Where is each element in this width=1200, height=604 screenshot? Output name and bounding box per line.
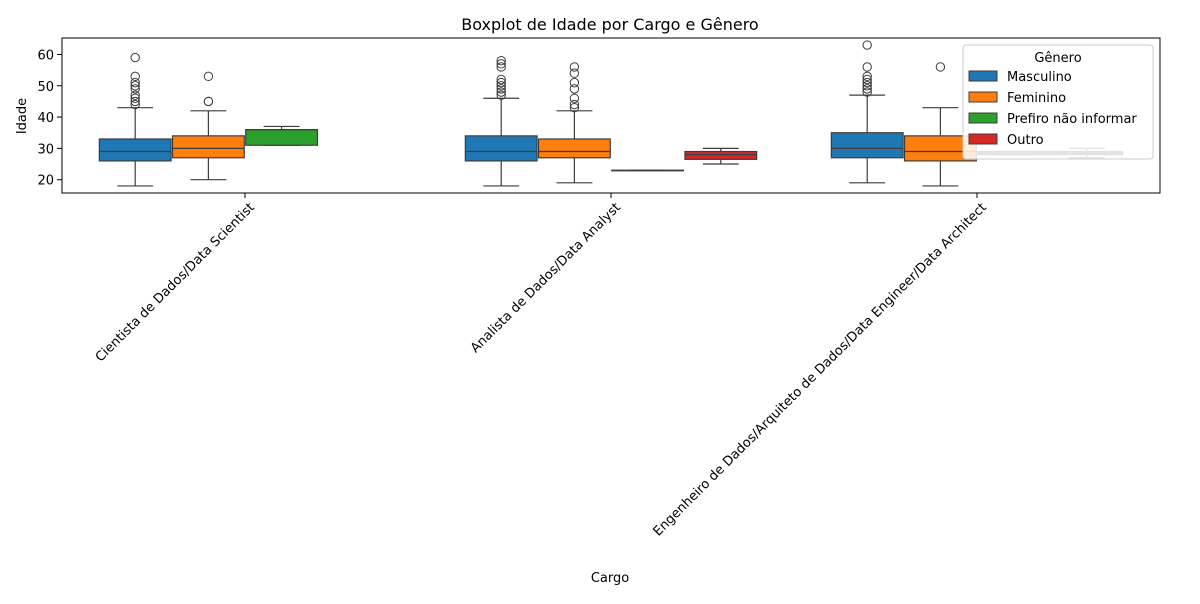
outlier-point (130, 99, 140, 110)
outlier-point (130, 81, 140, 91)
outlier-point (130, 96, 140, 107)
box-body (171, 135, 245, 159)
y-tick-label: 20 (37, 174, 54, 189)
box-0-2 (830, 40, 904, 184)
outlier-point (496, 74, 506, 85)
legend-swatch (968, 70, 998, 82)
box-body (98, 138, 172, 162)
legend-label: Outro (1007, 133, 1044, 148)
plot-area: 20 30 40 50 60 Cientista de Dados/Data Scient… (37, 37, 1161, 539)
outlier-point (496, 62, 506, 72)
outlier-point (496, 90, 506, 100)
outlier-point (130, 71, 140, 82)
outlier-point (496, 56, 506, 66)
y-tick-label: 60 (37, 48, 54, 63)
legend-label: Prefiro não informar (1007, 112, 1137, 127)
box-1-0 (171, 71, 245, 181)
outlier-point (862, 74, 872, 85)
outlier-point (496, 59, 506, 69)
outlier-point (935, 62, 946, 72)
y-tick-label: 50 (37, 80, 54, 95)
box-2-0 (245, 125, 319, 146)
box-body (830, 132, 904, 159)
outlier-point (130, 93, 140, 103)
box-body (464, 135, 538, 162)
outlier-point (203, 96, 214, 107)
box-body (537, 138, 611, 159)
chart-title: Boxplot de Idade por Cargo e Gênero (461, 15, 758, 34)
outlier-point (569, 68, 580, 78)
outlier-point (203, 71, 214, 82)
legend-label: Feminino (1007, 91, 1066, 106)
legend-title: Gênero (1034, 51, 1081, 66)
outlier-point (862, 71, 872, 82)
y-tick-label: 30 (37, 142, 54, 157)
box-body (684, 150, 758, 160)
box-2-1 (611, 169, 685, 172)
outlier-point (130, 77, 140, 88)
legend-frame (962, 44, 1154, 160)
x-axis-label: Cargo (591, 571, 629, 586)
box-body (245, 128, 319, 146)
outlier-point (862, 87, 872, 97)
outlier-point (569, 77, 580, 88)
legend-swatch (968, 112, 998, 124)
legend-swatch (968, 91, 998, 103)
outlier-point (569, 102, 580, 113)
outlier-point (130, 90, 140, 100)
outlier-point (569, 62, 580, 72)
y-tick-label: 40 (37, 111, 54, 126)
legend-label: Masculino (1007, 70, 1072, 85)
box-0-0 (98, 52, 172, 187)
outlier-point (862, 40, 872, 50)
outlier-point (862, 77, 872, 88)
outlier-point (569, 99, 580, 110)
outlier-point (569, 84, 580, 94)
legend-swatch (968, 133, 998, 145)
x-tick-label: Cientista de Dados/Data Scientist (93, 200, 258, 365)
outlier-point (496, 77, 506, 88)
outlier-point (496, 81, 506, 91)
outlier-point (862, 81, 872, 91)
box-1-1 (537, 62, 611, 184)
y-axis-label: Idade (15, 98, 30, 134)
outlier-point (496, 84, 506, 94)
legend: Gênero Masculino Feminino Prefiro não infor… (962, 44, 1154, 160)
x-tick-label: Engenheiro de Dados/Arquiteto de Dados/D… (651, 200, 990, 539)
outlier-point (130, 84, 140, 94)
box-0-1 (464, 56, 538, 187)
outlier-point (496, 87, 506, 97)
x-tick-label: Analista de Dados/Data Analyst (468, 200, 624, 356)
outlier-point (569, 93, 580, 103)
box-3-1 (684, 147, 758, 165)
outlier-point (130, 52, 140, 63)
outlier-point (862, 62, 872, 72)
outlier-point (862, 84, 872, 94)
